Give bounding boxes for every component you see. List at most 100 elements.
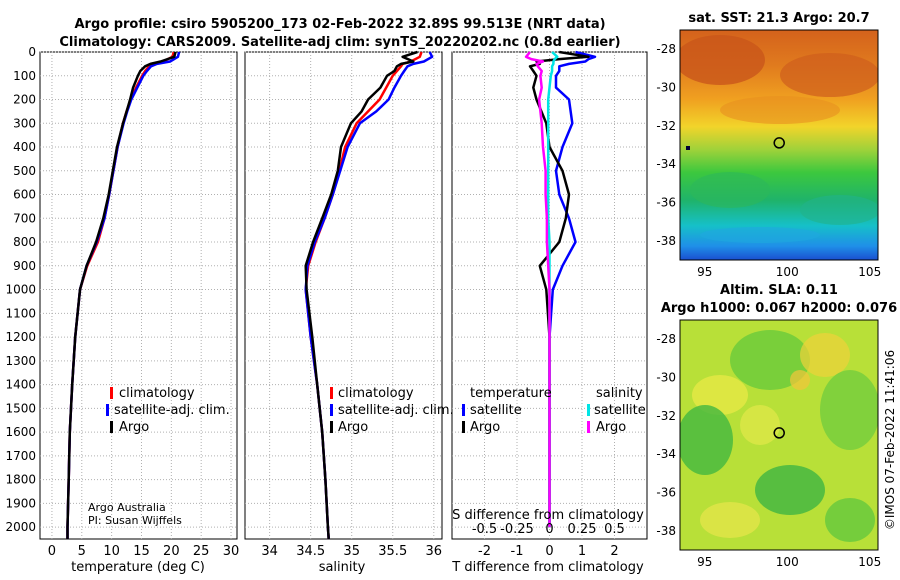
depth-tick-label: 1500 xyxy=(5,401,36,415)
map-x-tick-label: 95 xyxy=(697,265,712,279)
map-y-tick-label: -34 xyxy=(656,447,676,461)
x-tick-label: 2 xyxy=(610,544,618,559)
s-difference-xlabel: S difference from climatology xyxy=(452,508,644,523)
x-tick-label: 30 xyxy=(223,544,240,559)
legend-label-climatology: climatology xyxy=(119,386,195,401)
depth-tick-label: 1400 xyxy=(5,378,36,392)
legend-swatch-argo xyxy=(330,421,333,433)
legend-swatch-satellite-clim xyxy=(330,404,333,416)
legend-label-argo: Argo xyxy=(119,420,149,435)
legend-label-t-argo: Argo xyxy=(470,420,500,435)
x-tick-label: 35 xyxy=(343,544,360,559)
s-diff-tick-label: 0 xyxy=(545,522,553,537)
credit-line2: PI: Susan Wijffels xyxy=(88,514,182,527)
depth-tick-label: 2000 xyxy=(5,520,36,534)
series-line-argo xyxy=(66,51,177,539)
legend-title-salinity: salinity xyxy=(596,386,643,401)
depth-tick-label: 1200 xyxy=(5,330,36,344)
series-line-s-argo xyxy=(524,51,551,528)
map-y-tick-label: -28 xyxy=(656,42,676,56)
x-tick-label: 0 xyxy=(48,544,56,559)
x-tick-label: -2 xyxy=(478,544,491,559)
x-tick-label: 15 xyxy=(133,544,150,559)
map-y-tick-label: -36 xyxy=(656,196,676,210)
imos-watermark: ©IMOS 07-Feb-2022 11:41:06 xyxy=(883,350,897,530)
legend-swatch-t-argo xyxy=(462,421,465,433)
depth-tick-label: 1100 xyxy=(5,306,36,320)
legend-label-argo: Argo xyxy=(338,420,368,435)
depth-tick-label: 600 xyxy=(13,188,36,202)
map-y-tick-label: -38 xyxy=(656,234,676,248)
legend-label-satellite-clim: satellite-adj. clim. xyxy=(338,403,454,418)
depth-tick-label: 1600 xyxy=(5,425,36,439)
argo-float-marker xyxy=(773,137,785,149)
legend-swatch-argo xyxy=(110,421,113,433)
x-tick-label: 10 xyxy=(103,544,120,559)
difference-panel: -2 -1 0 1 2 -0.5 -0.25 0 0.25 0.5 S difference f… xyxy=(451,50,648,575)
sst-map-panel: sat. SST: 21.3 Argo: 20.7 95 100 105 -28 -3… xyxy=(656,11,881,279)
title-line2: Climatology: CARS2009. Satellite-adj cli… xyxy=(59,35,620,50)
argo-float-marker xyxy=(773,427,785,439)
map-x-tick-label: 95 xyxy=(697,555,712,569)
depth-tick-label: 800 xyxy=(13,235,36,249)
depth-tick-label: 1900 xyxy=(5,496,36,510)
x-tick-label: 0 xyxy=(545,544,553,559)
s-diff-tick-label: -0.25 xyxy=(500,522,534,537)
salinity-panel: 34 34.5 35 35.5 36 salinity climatology sate… xyxy=(244,50,454,575)
credit-line1: Argo Australia xyxy=(88,501,166,514)
s-diff-tick-label: -0.5 xyxy=(472,522,497,537)
depth-tick-label: 900 xyxy=(13,259,36,273)
x-tick-label: 20 xyxy=(163,544,180,559)
legend-label-s-satellite: satellite xyxy=(594,403,646,418)
map-y-tick-label: -34 xyxy=(656,157,676,171)
depth-tick-label: 700 xyxy=(13,211,36,225)
legend-swatch-climatology xyxy=(110,387,113,399)
legend-swatch-satellite-clim xyxy=(106,404,109,416)
legend-title-temperature: temperature xyxy=(470,386,552,401)
temperature-panel: 0 5 10 15 20 25 30 0 100 200 300 400 500 600 700 800 90… xyxy=(5,45,239,575)
map-y-tick-label: -30 xyxy=(656,371,676,385)
salinity-legend: climatology satellite-adj. clim. Argo xyxy=(330,386,454,435)
title-line1: Argo profile: csiro 5905200_173 02-Feb-2… xyxy=(74,17,605,32)
map-x-tick-label: 100 xyxy=(776,265,799,279)
map-y-tick-label: -36 xyxy=(656,486,676,500)
depth-tick-label: 1700 xyxy=(5,449,36,463)
map-y-tick-label: -30 xyxy=(656,81,676,95)
map-x-tick-label: 100 xyxy=(776,555,799,569)
sst-title: sat. SST: 21.3 Argo: 20.7 xyxy=(688,11,869,26)
depth-tick-label: 1000 xyxy=(5,283,36,297)
temperature-legend: climatology satellite-adj. clim. Argo xyxy=(106,386,230,435)
legend-swatch-t-satellite xyxy=(462,404,465,416)
legend-label-t-satellite: satellite xyxy=(470,403,522,418)
legend-swatch-climatology xyxy=(330,387,333,399)
salinity-xlabel: salinity xyxy=(319,560,366,575)
depth-tick-label: 1300 xyxy=(5,354,36,368)
x-tick-label: 35.5 xyxy=(378,544,407,559)
difference-legend: temperature salinity satellite Argo sate… xyxy=(462,386,646,435)
x-tick-label: 1 xyxy=(578,544,586,559)
depth-tick-label: 0 xyxy=(28,45,36,59)
s-diff-tick-label: 0.25 xyxy=(568,522,597,537)
series-line-argo xyxy=(304,50,418,540)
legend-label-s-argo: Argo xyxy=(596,420,626,435)
legend-label-climatology: climatology xyxy=(338,386,414,401)
depth-tick-label: 1800 xyxy=(5,473,36,487)
sla-title-line1: Altim. SLA: 0.11 xyxy=(720,283,838,298)
x-tick-label: 36 xyxy=(426,544,443,559)
x-tick-label: 34 xyxy=(261,544,278,559)
x-tick-label: 5 xyxy=(78,544,86,559)
x-tick-label: -1 xyxy=(511,544,524,559)
depth-tick-label: 200 xyxy=(13,93,36,107)
depth-tick-label: 100 xyxy=(13,69,36,83)
legend-swatch-s-satellite xyxy=(587,404,590,416)
map-y-tick-label: -38 xyxy=(656,524,676,538)
depth-tick-label: 400 xyxy=(13,140,36,154)
sst-speck xyxy=(686,146,690,150)
sla-map-panel: Altim. SLA: 0.11 Argo h1000: 0.067 h2000… xyxy=(656,283,897,569)
series-line-t-satellite xyxy=(548,50,597,528)
temperature-xlabel: temperature (deg C) xyxy=(71,560,205,575)
map-y-tick-label: -28 xyxy=(656,332,676,346)
t-difference-xlabel: T difference from climatology xyxy=(451,560,644,575)
x-tick-label: 25 xyxy=(193,544,210,559)
